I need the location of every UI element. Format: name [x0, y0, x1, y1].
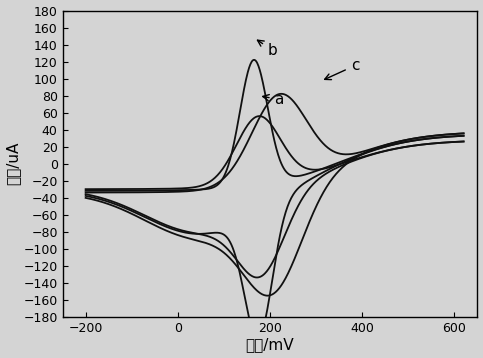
Y-axis label: 电流/uA: 电流/uA	[6, 142, 21, 185]
Text: b: b	[257, 40, 277, 58]
Text: c: c	[325, 58, 359, 79]
X-axis label: 电压/mV: 电压/mV	[246, 338, 294, 352]
Text: a: a	[263, 92, 284, 107]
